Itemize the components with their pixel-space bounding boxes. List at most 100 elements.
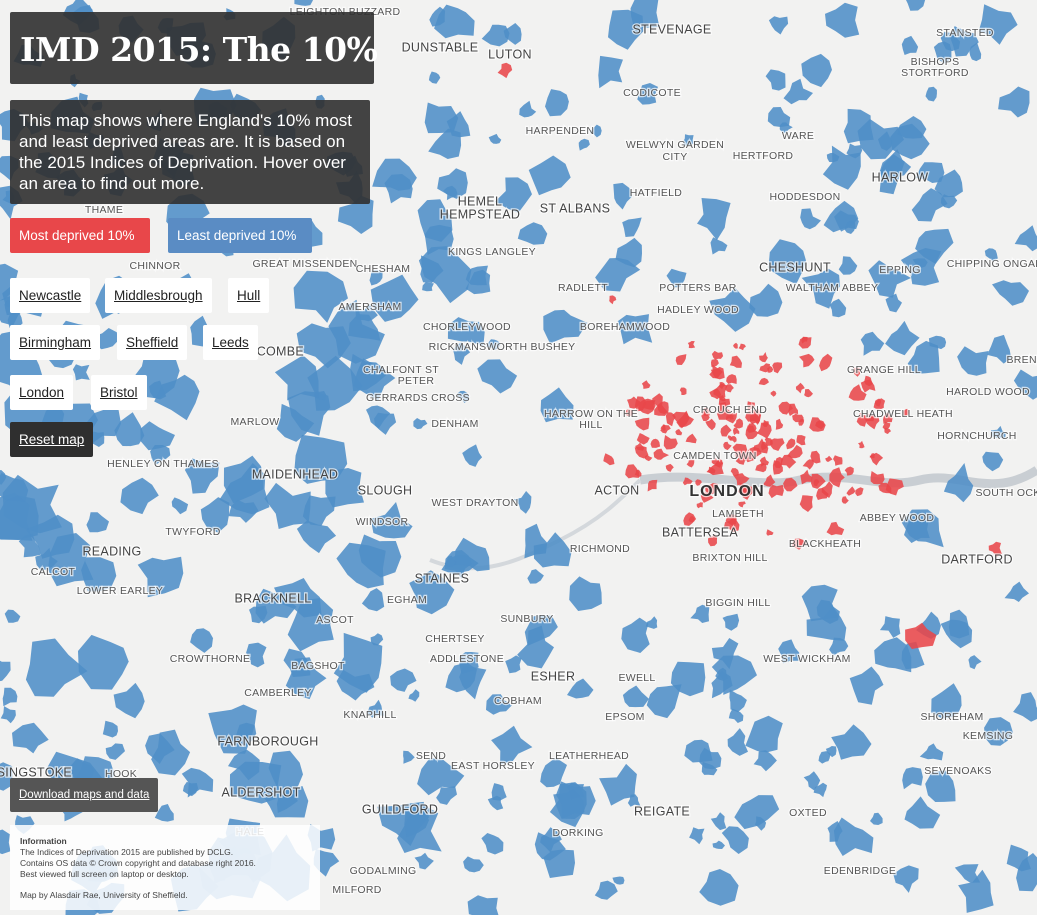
area	[715, 667, 728, 681]
area	[184, 458, 220, 494]
area	[798, 337, 812, 349]
area	[408, 689, 420, 702]
area	[801, 53, 832, 88]
area	[686, 459, 695, 468]
area	[783, 477, 798, 492]
area	[4, 609, 21, 623]
legend-most-deprived[interactable]: Most deprived 10%	[10, 218, 150, 253]
area	[957, 346, 989, 376]
place-label: EPSOM	[605, 711, 644, 723]
place-label: RICKMANSWORTH	[429, 341, 528, 353]
area	[637, 83, 658, 105]
place-label: HENLEY ON THAMES	[107, 458, 219, 470]
area	[264, 482, 311, 529]
area	[723, 441, 732, 451]
city-button[interactable]: Leeds	[203, 325, 258, 360]
place-label: DENHAM	[431, 418, 478, 430]
area	[768, 239, 806, 285]
city-button[interactable]: Bristol	[91, 375, 147, 410]
area	[294, 434, 348, 484]
place-label: MILFORD	[332, 884, 381, 896]
area	[594, 880, 618, 900]
place-label: EAST HORSLEY	[451, 760, 535, 772]
place-label: STANSTED	[936, 27, 994, 39]
area	[517, 222, 548, 245]
area	[652, 393, 663, 408]
area	[690, 604, 710, 623]
area	[417, 199, 453, 242]
place-label: BUSHEY	[531, 341, 576, 353]
area	[775, 418, 784, 430]
info-box: Information The Indices of Deprivation 2…	[10, 825, 320, 910]
city-button[interactable]: Birmingham	[10, 325, 101, 360]
area	[274, 355, 319, 401]
area	[491, 725, 533, 765]
area	[998, 86, 1030, 118]
place-label: WARE	[782, 130, 814, 142]
area	[663, 435, 678, 450]
area	[825, 746, 837, 758]
reset-button[interactable]: Reset map	[10, 422, 94, 457]
area	[372, 158, 417, 191]
area	[223, 455, 264, 504]
area	[800, 208, 821, 230]
area	[366, 405, 391, 429]
area	[609, 295, 617, 305]
area	[915, 162, 945, 183]
area	[181, 767, 214, 798]
place-label: BOREHAMWOOD	[580, 321, 670, 333]
area	[870, 812, 883, 825]
download-button[interactable]: Download maps and data	[10, 778, 159, 812]
area	[1013, 692, 1037, 722]
area	[843, 108, 874, 144]
legend-least-deprived[interactable]: Least deprived 10%	[168, 218, 312, 253]
area	[826, 521, 845, 536]
area	[0, 263, 19, 301]
area	[759, 363, 770, 373]
area	[641, 380, 651, 389]
area	[0, 829, 11, 855]
area	[758, 377, 769, 386]
city-button[interactable]: London	[10, 375, 74, 410]
area	[621, 617, 650, 653]
area	[645, 616, 658, 629]
area	[171, 497, 189, 515]
place-label: TWYFORD	[165, 526, 220, 538]
area	[676, 410, 694, 428]
area	[768, 484, 784, 499]
place-label: ACTON	[594, 483, 639, 497]
place-label: WALTHAM ABBEY	[786, 282, 879, 294]
area	[12, 722, 49, 754]
area	[697, 198, 731, 241]
area	[78, 634, 129, 690]
place-label: ST ALBANS	[540, 201, 611, 215]
area	[505, 655, 522, 674]
area	[517, 625, 554, 669]
area	[25, 638, 88, 697]
place-label: EPPING	[879, 264, 920, 276]
place-label: CALCOT	[31, 566, 76, 578]
area	[1013, 369, 1037, 400]
place-label: BISHOPS	[911, 56, 960, 68]
area	[806, 606, 847, 641]
place-label: HAROLD WOOD	[946, 386, 1030, 398]
area	[1016, 853, 1037, 892]
area	[634, 446, 649, 459]
city-button[interactable]: Sheffield	[117, 325, 188, 360]
area	[735, 452, 749, 465]
area	[718, 382, 726, 390]
city-button[interactable]: Hull	[228, 278, 270, 313]
place-label: SOUTH OCK	[975, 487, 1037, 499]
area	[738, 501, 746, 508]
area	[665, 412, 676, 427]
area	[370, 633, 384, 646]
area	[337, 195, 374, 234]
area	[154, 804, 174, 822]
city-button[interactable]: Middlesbrough	[105, 278, 212, 313]
area	[420, 255, 444, 283]
area	[700, 492, 714, 503]
city-button[interactable]: Newcastle	[10, 278, 91, 313]
area	[114, 412, 145, 447]
area	[905, 622, 937, 649]
area	[853, 367, 861, 377]
